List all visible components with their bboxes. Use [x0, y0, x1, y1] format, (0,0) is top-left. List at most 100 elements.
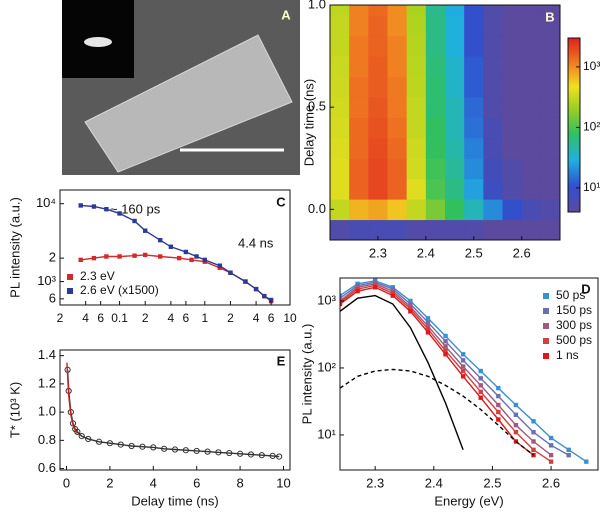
- marker: [247, 451, 255, 458]
- plot-frame: [329, 4, 561, 241]
- x-tick-label: 2.4: [425, 475, 443, 490]
- marker: [496, 409, 501, 415]
- marker: [243, 279, 248, 284]
- x-tick-label: 10: [276, 475, 290, 490]
- series-line: [340, 284, 552, 463]
- x-tick-label: 0.1: [111, 311, 128, 325]
- marker: [106, 440, 114, 447]
- x-tick-label: 2: [142, 311, 149, 325]
- heat-cell: [368, 178, 388, 200]
- y-tick-label: 10⁴: [36, 195, 56, 210]
- heat-cell: [464, 158, 484, 180]
- legend-marker: [543, 308, 549, 314]
- heat-cell: [521, 199, 542, 221]
- plot-frame: [339, 277, 599, 471]
- heat-cell: [349, 178, 369, 200]
- marker: [443, 344, 448, 349]
- marker: [548, 435, 554, 441]
- heat-cell: [521, 219, 542, 240]
- plot-area: [330, 5, 560, 240]
- heat-cell: [330, 15, 350, 37]
- x-tick-label: 2.6: [542, 475, 560, 490]
- marker: [158, 237, 163, 243]
- colorbar-tick-label: 10¹: [583, 180, 600, 194]
- heat-cell: [464, 15, 484, 37]
- heat-cell: [445, 96, 465, 118]
- heat-cell: [540, 5, 560, 16]
- heat-cell: [387, 15, 408, 37]
- x-tick-label: 2: [57, 311, 64, 325]
- heat-cell: [425, 219, 446, 240]
- heat-cell: [540, 117, 560, 139]
- heat-cell: [464, 117, 484, 139]
- marker: [171, 446, 179, 453]
- heat-cell: [483, 15, 503, 37]
- diffraction-spot: [84, 37, 112, 47]
- marker: [496, 402, 501, 408]
- marker: [176, 255, 182, 261]
- x-tick-label: 4: [253, 311, 260, 325]
- x-tick-label: 2: [106, 475, 113, 490]
- marker: [355, 288, 360, 294]
- marker: [460, 358, 466, 363]
- heat-cell: [464, 137, 484, 159]
- plot-area: [64, 362, 283, 460]
- heat-cell: [368, 76, 388, 98]
- marker: [425, 326, 431, 332]
- legend-marker: [543, 293, 549, 299]
- heat-cell: [406, 117, 427, 139]
- y-tick-label: 1.0: [38, 404, 56, 419]
- heat-cell: [540, 76, 560, 98]
- marker: [78, 433, 85, 440]
- marker: [117, 211, 122, 216]
- heat-cell: [483, 219, 503, 240]
- heat-cell: [445, 35, 465, 57]
- marker: [143, 252, 148, 258]
- marker: [78, 257, 83, 263]
- heat-cell: [349, 56, 369, 78]
- y-tick-label: 0.6: [38, 460, 56, 475]
- heat-cell: [406, 15, 427, 37]
- x-axis-label: Energy (eV): [434, 493, 503, 508]
- heat-cell: [540, 158, 560, 180]
- marker: [228, 270, 233, 275]
- heat-cell: [425, 158, 446, 180]
- marker: [269, 452, 276, 459]
- heat-cell: [521, 5, 542, 16]
- heat-cell: [502, 35, 523, 57]
- heat-cell: [349, 15, 369, 37]
- marker: [340, 295, 343, 301]
- heat-cell: [387, 96, 408, 118]
- marker: [531, 429, 536, 435]
- marker: [408, 306, 413, 312]
- marker: [584, 459, 589, 464]
- heat-cell: [349, 158, 369, 180]
- heat-cell: [368, 219, 388, 240]
- marker: [193, 447, 200, 455]
- colorbar-tick-label: 10³: [583, 59, 600, 73]
- marker: [408, 304, 413, 309]
- legend-label: 500 ps: [556, 333, 592, 347]
- marker: [408, 309, 413, 314]
- heat-cell: [349, 76, 369, 98]
- heat-cell: [406, 76, 427, 98]
- y-axis-label: PL intensity (a.u.): [7, 197, 22, 298]
- x-tick-label: 8: [236, 475, 243, 490]
- marker: [182, 447, 189, 454]
- legend-label: 2.3 eV: [80, 269, 115, 283]
- marker: [460, 368, 466, 374]
- heat-cell: [483, 158, 503, 180]
- heat-cell: [387, 56, 408, 78]
- marker: [478, 368, 483, 374]
- heat-cell: [349, 5, 369, 16]
- x-tick-label: 6: [97, 311, 104, 325]
- annotation: ~ 160 ps: [110, 201, 161, 216]
- marker: [478, 383, 483, 388]
- marker: [425, 316, 431, 321]
- heat-cell: [464, 56, 484, 78]
- marker: [460, 352, 466, 357]
- x-tick-label: 10: [283, 311, 297, 325]
- heat-cell: [368, 5, 388, 16]
- heat-cell: [445, 117, 465, 139]
- heat-cell: [330, 117, 350, 139]
